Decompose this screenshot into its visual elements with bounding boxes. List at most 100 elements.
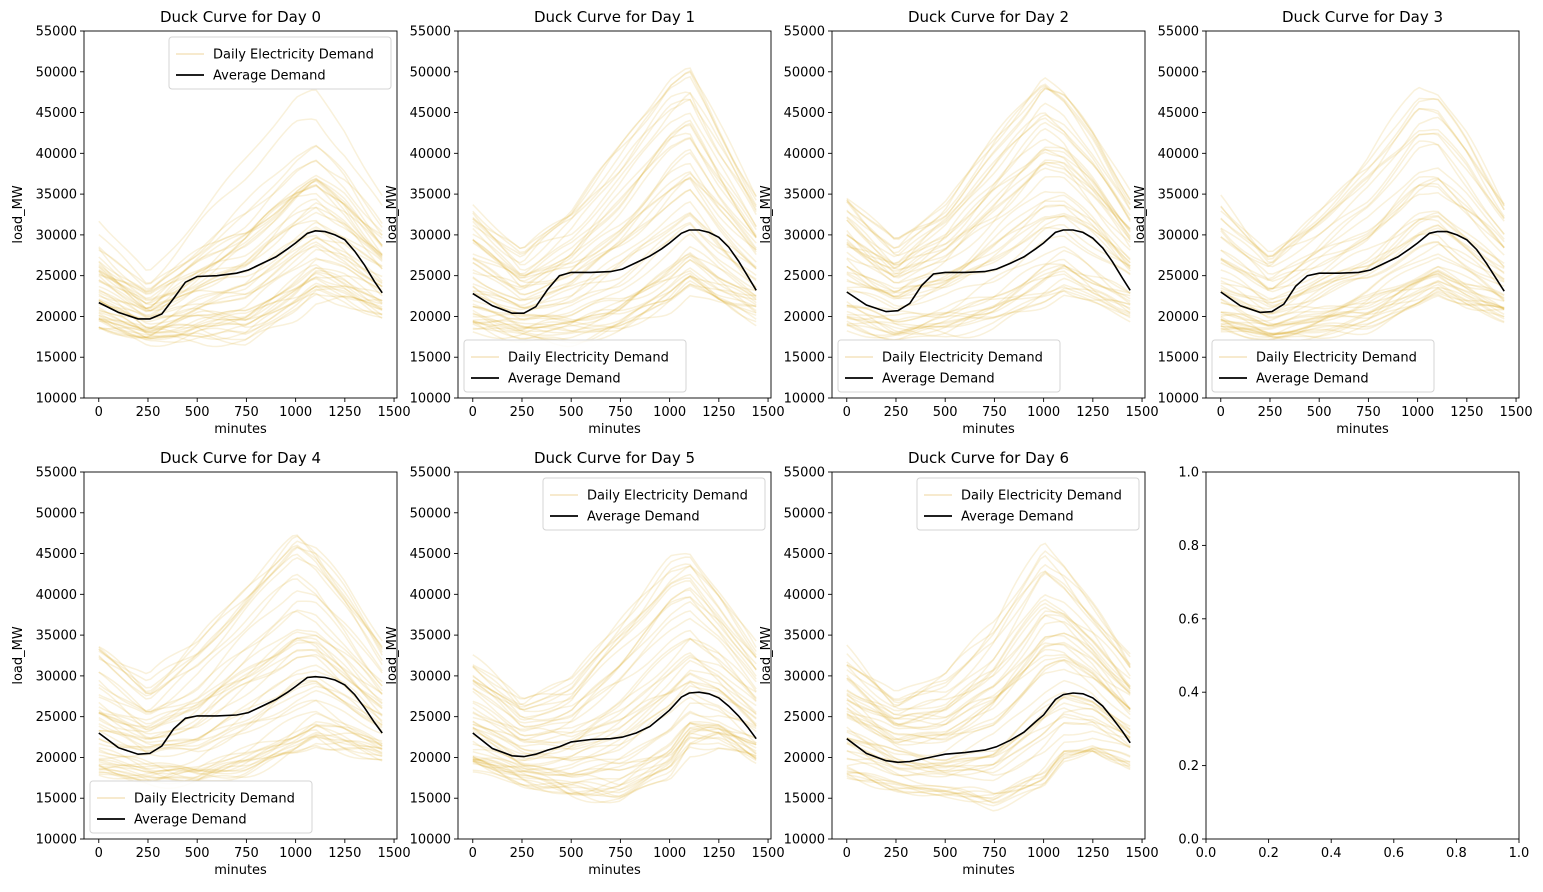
y-tick-label: 40000	[410, 588, 451, 603]
x-tick-label: 1.0	[1509, 846, 1530, 861]
legend-entry: Daily Electricity Demand	[961, 489, 1122, 504]
daily-demand-line	[98, 178, 383, 293]
daily-demand-line	[472, 672, 757, 752]
daily-demand-line	[98, 288, 383, 343]
daily-demand-line	[472, 722, 757, 789]
x-tick-label: 1000	[1401, 405, 1434, 420]
daily-demand-line	[472, 178, 757, 301]
y-tick-label: 55000	[36, 25, 77, 40]
x-tick-label: 500	[559, 405, 584, 420]
y-tick-label: 40000	[784, 588, 825, 603]
x-tick-label: 250	[510, 405, 535, 420]
daily-demand-line	[472, 727, 757, 786]
daily-demand-line	[846, 721, 1131, 774]
daily-demand-line	[98, 288, 383, 348]
daily-demand-line	[472, 245, 757, 323]
x-tick-label: 500	[1307, 405, 1332, 420]
x-tick-label: 1250	[1076, 846, 1109, 861]
y-tick-label: 40000	[36, 588, 77, 603]
x-tick-label: 750	[982, 846, 1007, 861]
daily-demand-line	[98, 282, 383, 339]
subplot-5: 0 250 500 750 1000 1250 1500 10000 15000 20000 250…	[385, 449, 785, 878]
daily-demand-line	[1220, 133, 1505, 268]
y-axis-label: load_MW	[385, 626, 400, 685]
y-tick-label: 30000	[410, 228, 451, 243]
y-tick-label: 40000	[1158, 147, 1199, 162]
daily-demand-line	[846, 87, 1131, 239]
daily-demand-line	[1220, 270, 1505, 327]
y-tick-label: 25000	[36, 710, 77, 725]
daily-demand-line	[472, 119, 757, 277]
daily-demand-line	[846, 550, 1131, 692]
daily-demand-line	[846, 659, 1131, 741]
x-tick-label: 1000	[279, 405, 312, 420]
daily-demand-line	[98, 639, 383, 729]
daily-demand-line	[846, 695, 1131, 768]
daily-demand-line	[1220, 256, 1505, 326]
daily-demand-line	[846, 715, 1131, 777]
daily-demand-line	[846, 749, 1131, 797]
daily-demand-line	[846, 702, 1131, 769]
daily-demand-line	[98, 648, 383, 739]
y-tick-label: 1.0	[1178, 466, 1199, 481]
x-tick-label: 1250	[702, 405, 735, 420]
subplot-title: Duck Curve for Day 5	[534, 449, 695, 467]
daily-demand-line	[846, 113, 1131, 258]
legend-entry: Average Demand	[1256, 372, 1369, 387]
subplot-0: 0 250 500 750 1000 1250 1500 10000 15000 20000 250…	[11, 8, 411, 437]
x-tick-label: 0	[843, 405, 851, 420]
daily-demand-line	[846, 264, 1131, 323]
subplot-6: 0 250 500 750 1000 1250 1500 10000 15000 20000 250…	[759, 449, 1159, 878]
daily-demand-line	[1220, 107, 1505, 264]
ensemble-lines-2	[846, 76, 1131, 341]
y-tick-label: 15000	[784, 792, 825, 807]
daily-demand-line	[472, 253, 757, 329]
subplot-title: Duck Curve for Day 1	[534, 8, 695, 26]
legend-6: Daily Electricity Demand Average Demand	[916, 477, 1140, 531]
daily-demand-line	[98, 257, 383, 333]
daily-demand-line	[98, 180, 383, 305]
x-tick-label: 750	[234, 846, 259, 861]
x-tick-label: 0	[95, 405, 103, 420]
daily-demand-line	[472, 258, 757, 332]
daily-demand-line	[98, 277, 383, 341]
x-tick-label: 1500	[378, 846, 411, 861]
daily-demand-line	[472, 283, 757, 332]
x-axis-label: minutes	[962, 422, 1015, 437]
x-tick-label: 1250	[1076, 405, 1109, 420]
daily-demand-line	[846, 594, 1131, 719]
daily-demand-line	[846, 273, 1131, 336]
x-tick-label: 250	[136, 405, 161, 420]
daily-demand-line	[846, 161, 1131, 284]
daily-demand-line	[472, 564, 757, 700]
y-tick-label: 55000	[1158, 25, 1199, 40]
daily-demand-line	[1220, 176, 1505, 293]
x-tick-label: 0.4	[1321, 846, 1342, 861]
daily-demand-line	[472, 556, 757, 700]
daily-demand-line	[472, 221, 757, 309]
daily-demand-line	[98, 641, 383, 728]
legend-box	[542, 477, 766, 531]
y-tick-label: 20000	[410, 310, 451, 325]
daily-demand-line	[1220, 241, 1505, 318]
daily-demand-line	[472, 747, 757, 799]
daily-demand-line	[472, 577, 757, 711]
legend-box	[89, 780, 313, 834]
daily-demand-line	[472, 71, 757, 250]
y-tick-label: 20000	[784, 310, 825, 325]
daily-demand-line	[846, 693, 1131, 761]
legend-entry: Average Demand	[134, 813, 247, 828]
x-tick-label: 1250	[328, 405, 361, 420]
daily-demand-line	[846, 656, 1131, 741]
subplot-title: Duck Curve for Day 3	[1282, 8, 1443, 26]
daily-demand-line	[1220, 265, 1505, 329]
daily-demand-line	[846, 654, 1131, 744]
daily-demand-line	[472, 637, 757, 744]
daily-demand-line	[1220, 224, 1505, 308]
x-tick-label: 1000	[1027, 846, 1060, 861]
daily-demand-line	[472, 722, 757, 778]
daily-demand-line	[846, 112, 1131, 269]
daily-demand-line	[846, 610, 1131, 712]
daily-demand-line	[1220, 167, 1505, 280]
x-tick-label: 0	[469, 405, 477, 420]
